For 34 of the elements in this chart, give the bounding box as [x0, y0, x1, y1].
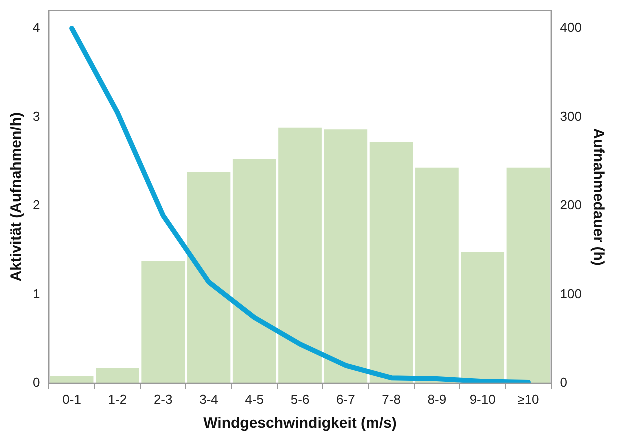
bar [142, 260, 186, 384]
x-tick-label: 8-9 [428, 392, 447, 407]
x-tick-label: 3-4 [200, 392, 218, 407]
bar [416, 168, 459, 384]
y2-axis-title: Aufnahmedauer (h) [590, 128, 607, 266]
x-tick-label: 9-10 [470, 392, 496, 407]
x-tick-label: ≥10 [518, 392, 540, 407]
y-tick-label: 0 [32, 374, 40, 390]
x-tick-label: 2-3 [154, 392, 173, 407]
x-tick-label: 5-6 [290, 392, 310, 407]
bar [506, 168, 550, 384]
x-tick-label: 4-5 [245, 392, 264, 407]
bar [370, 142, 414, 384]
x-axis-title: Windgeschwindigkeit (m/s) [204, 415, 397, 432]
bar [96, 368, 140, 384]
y-tick-label: 4 [32, 20, 40, 36]
y-tick-label: 1 [32, 286, 40, 302]
x-tick-label: 0-1 [62, 392, 82, 407]
y-axis-title: Aktivität (Aufnahmen/h) [8, 112, 26, 282]
x-tick-label: 1-2 [108, 392, 128, 407]
bar [324, 130, 368, 384]
x-tick-label: 6-7 [336, 392, 356, 407]
y-tick-label: 2 [32, 198, 40, 213]
y2-tick-label: 400 [560, 20, 582, 36]
y2-tick-label: 200 [560, 198, 582, 213]
bar [187, 172, 231, 384]
bar [278, 128, 322, 384]
y2-tick-label: 100 [560, 286, 582, 302]
x-tick-label: 7-8 [382, 392, 401, 407]
bar [50, 376, 94, 384]
y2-tick-label: 300 [560, 108, 582, 124]
y-tick-label: 3 [32, 108, 40, 124]
bar [232, 158, 276, 384]
y2-tick-label: 0 [560, 374, 568, 390]
